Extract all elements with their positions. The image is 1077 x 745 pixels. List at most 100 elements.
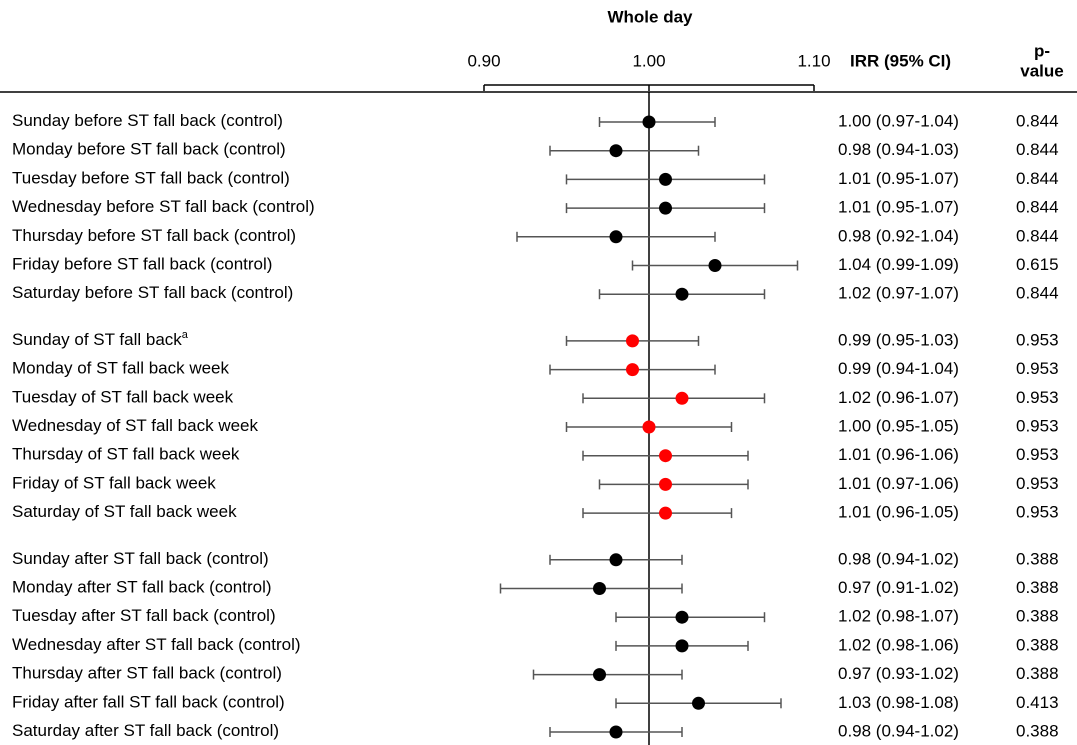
row-label: Wednesday of ST fall back week — [12, 416, 259, 435]
row-label-text: Monday after ST fall back (control) — [12, 578, 272, 597]
row-label: Sunday after ST fall back (control) — [12, 549, 269, 568]
row-label: Thursday of ST fall back week — [12, 445, 240, 464]
point-estimate — [659, 201, 672, 215]
row-label-text: Tuesday before ST fall back (control) — [12, 169, 290, 188]
row-label-text: Thursday before ST fall back (control) — [12, 226, 296, 245]
point-estimate — [675, 391, 689, 405]
irr-ci-label: 1.04 (0.99-1.09) — [838, 255, 959, 274]
row-label: Sunday of ST fall backa — [12, 329, 189, 350]
row-label: Tuesday before ST fall back (control) — [12, 169, 290, 188]
row-label-text: Wednesday after ST fall back (control) — [12, 635, 301, 654]
irr-ci-label: 0.98 (0.92-1.04) — [838, 226, 959, 245]
row-label-text: Saturday before ST fall back (control) — [12, 284, 293, 303]
irr-ci-label: 1.01 (0.95-1.07) — [838, 198, 959, 217]
irr-ci-label: 1.03 (0.98-1.08) — [838, 693, 959, 712]
p-value: 0.844 — [1016, 198, 1059, 217]
row-label: Saturday of ST fall back week — [12, 503, 237, 522]
irr-ci-label: 1.00 (0.97-1.04) — [838, 111, 959, 130]
p-value: 0.844 — [1016, 169, 1059, 188]
row-label-text: Saturday of ST fall back week — [12, 503, 237, 522]
p-value: 0.615 — [1016, 255, 1059, 274]
p-value: 0.844 — [1016, 111, 1059, 130]
row-label: Wednesday after ST fall back (control) — [12, 635, 301, 654]
chart-title: Whole day — [607, 7, 693, 26]
point-estimate — [626, 363, 639, 377]
p-value: 0.953 — [1016, 330, 1059, 349]
footnote-marker: a — [182, 329, 189, 341]
x-tick-label: 0.90 — [467, 51, 500, 70]
point-estimate — [642, 115, 656, 129]
row-label-text: Friday before ST fall back (control) — [12, 255, 272, 274]
row-label: Wednesday before ST fall back (control) — [12, 198, 315, 217]
point-estimate — [593, 582, 606, 595]
irr-ci-label: 0.98 (0.94-1.02) — [838, 721, 959, 740]
point-estimate — [708, 259, 722, 272]
point-estimate — [659, 449, 672, 463]
row-label-text: Wednesday of ST fall back week — [12, 416, 259, 435]
x-tick-label: 1.10 — [797, 51, 830, 70]
point-estimate — [692, 696, 705, 710]
p-value: 0.388 — [1016, 607, 1059, 626]
irr-ci-label: 0.98 (0.94-1.02) — [838, 549, 959, 568]
irr-ci-label: 0.99 (0.94-1.04) — [838, 359, 959, 378]
irr-ci-label: 1.02 (0.98-1.07) — [838, 607, 959, 626]
point-estimate — [609, 725, 623, 739]
irr-ci-label: 0.99 (0.95-1.03) — [838, 330, 959, 349]
irr-ci-label: 1.02 (0.98-1.06) — [838, 635, 959, 654]
p-header: p- — [1034, 41, 1050, 60]
p-value: 0.388 — [1016, 664, 1059, 683]
p-value: 0.388 — [1016, 549, 1059, 568]
irr-ci-label: 1.02 (0.96-1.07) — [838, 388, 959, 407]
row-label: Thursday before ST fall back (control) — [12, 226, 296, 245]
point-estimate — [675, 287, 689, 301]
point-estimate — [675, 639, 689, 653]
irr-ci-label: 0.97 (0.93-1.02) — [838, 664, 959, 683]
row-label: Friday of ST fall back week — [12, 474, 216, 493]
point-estimate — [659, 506, 672, 520]
row-label: Friday before ST fall back (control) — [12, 255, 272, 274]
p-value: 0.953 — [1016, 503, 1059, 522]
p-value: 0.953 — [1016, 388, 1059, 407]
row-label-text: Thursday after ST fall back (control) — [12, 664, 282, 683]
point-estimate — [593, 668, 606, 682]
irr-ci-label: 1.01 (0.96-1.05) — [838, 503, 959, 522]
p-value: 0.388 — [1016, 721, 1059, 740]
row-label: Monday of ST fall back week — [12, 359, 230, 378]
point-estimate — [609, 230, 623, 244]
p-value: 0.844 — [1016, 140, 1059, 159]
row-label-text: Tuesday after ST fall back (control) — [12, 607, 276, 626]
irr-ci-label: 1.01 (0.96-1.06) — [838, 445, 959, 464]
row-label-text: Sunday of ST fall back — [12, 330, 182, 349]
point-estimate — [642, 420, 656, 434]
row-label-text: Monday of ST fall back week — [12, 359, 230, 378]
row-label-text: Thursday of ST fall back week — [12, 445, 240, 464]
row-label-text: Wednesday before ST fall back (control) — [12, 198, 315, 217]
p-header: value — [1020, 61, 1063, 80]
row-label: Friday after fall ST fall back (control) — [12, 693, 285, 712]
point-estimate — [675, 610, 689, 624]
point-estimate — [626, 334, 639, 348]
p-value: 0.953 — [1016, 359, 1059, 378]
row-label: Saturday before ST fall back (control) — [12, 284, 293, 303]
p-value: 0.953 — [1016, 474, 1059, 493]
irr-ci-label: 1.01 (0.95-1.07) — [838, 169, 959, 188]
row-label: Tuesday after ST fall back (control) — [12, 607, 276, 626]
row-label-text: Friday of ST fall back week — [12, 474, 216, 493]
row-label: Monday after ST fall back (control) — [12, 578, 272, 597]
row-label: Saturday after ST fall back (control) — [12, 721, 279, 740]
row-label-text: Tuesday of ST fall back week — [12, 388, 234, 407]
row-label-text: Saturday after ST fall back (control) — [12, 721, 279, 740]
row-label: Thursday after ST fall back (control) — [12, 664, 282, 683]
p-value: 0.844 — [1016, 284, 1059, 303]
p-value: 0.413 — [1016, 693, 1059, 712]
p-value: 0.388 — [1016, 635, 1059, 654]
point-estimate — [609, 144, 623, 158]
p-value: 0.844 — [1016, 226, 1059, 245]
irr-ci-label: 1.00 (0.95-1.05) — [838, 416, 959, 435]
irr-ci-label: 1.01 (0.97-1.06) — [838, 474, 959, 493]
x-tick-label: 1.00 — [632, 51, 665, 70]
p-value: 0.953 — [1016, 416, 1059, 435]
row-label-text: Sunday before ST fall back (control) — [12, 111, 283, 130]
point-estimate — [659, 477, 672, 491]
row-label-text: Monday before ST fall back (control) — [12, 140, 286, 159]
